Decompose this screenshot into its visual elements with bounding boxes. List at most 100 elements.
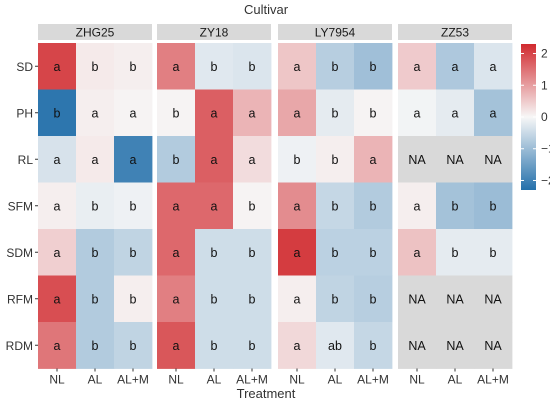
heatmap-cell	[195, 43, 234, 90]
heatmap-cell	[76, 136, 115, 183]
cell-label: NA	[484, 153, 502, 167]
heatmap-cell	[436, 136, 475, 183]
cell-label: a	[173, 339, 180, 353]
cell-label: b	[370, 292, 377, 306]
heatmap-cell	[233, 43, 272, 90]
cell-label: a	[294, 246, 301, 260]
cell-label: b	[130, 292, 137, 306]
heatmap-cell	[474, 43, 513, 90]
x-tick-label: AL	[328, 373, 343, 387]
y-tick-label: SDM	[6, 246, 33, 260]
heatmap-cell	[354, 89, 393, 137]
panel-zy18: ZY18 a b b b a a b a a a a b a b b a b b a b b NL AL AL+M	[157, 24, 272, 387]
heatmap-cell	[114, 136, 153, 183]
cell-label: b	[92, 60, 99, 74]
heatmap-cell	[114, 182, 153, 230]
cell-label: b	[332, 153, 339, 167]
heatmap-cell	[474, 136, 513, 183]
x-tick-label: NL	[409, 373, 425, 387]
colorbar-tick-label: −1	[541, 142, 550, 156]
cell-label: a	[414, 246, 421, 260]
heatmap-cell	[195, 229, 234, 276]
heatmap-cell	[157, 89, 196, 137]
heatmap-cell	[114, 43, 153, 90]
panel-strip-label: ZZ53	[441, 26, 469, 40]
heatmap-cell	[114, 89, 153, 137]
heatmap-cell	[195, 275, 234, 323]
heatmap-cell	[474, 89, 513, 137]
heatmap-cell	[316, 182, 355, 230]
cell-label: b	[173, 153, 180, 167]
x-tick-label: NL	[49, 373, 65, 387]
heatmap-cell	[38, 89, 77, 137]
panel-strip	[398, 24, 512, 40]
cell-label: NA	[408, 153, 426, 167]
heatmap-cell	[195, 182, 234, 230]
x-tick-label: AL	[448, 373, 463, 387]
cell-label: a	[452, 106, 459, 120]
heatmap-cell	[114, 275, 153, 323]
cell-label: a	[54, 246, 61, 260]
heatmap-cell	[38, 43, 77, 90]
cell-label: a	[490, 60, 497, 74]
cell-label: a	[414, 60, 421, 74]
heatmap-cell	[354, 275, 393, 323]
cell-label: b	[92, 246, 99, 260]
colorbar-legend: 2 1 0 −1 −2	[521, 44, 550, 190]
y-tick-label: SD	[16, 60, 33, 74]
cell-label: a	[54, 60, 61, 74]
cell-label: b	[249, 292, 256, 306]
heatmap-cell	[278, 89, 317, 137]
cell-label: b	[332, 292, 339, 306]
heatmap-cell	[316, 229, 355, 276]
heatmap-cell	[38, 322, 77, 369]
colorbar-tick-label: −2	[541, 173, 550, 187]
heatmap-cell	[398, 43, 437, 90]
cell-label: b	[332, 60, 339, 74]
cell-label: NA	[484, 292, 502, 306]
chart-title: Cultivar	[244, 2, 289, 17]
heatmap-cell	[233, 136, 272, 183]
cell-label: a	[54, 153, 61, 167]
heatmap-cell	[278, 136, 317, 183]
cell-label: b	[370, 339, 377, 353]
cell-label: b	[130, 60, 137, 74]
row-labels: SD PH RL SFM SDM RFM RDM	[6, 60, 38, 353]
cell-label: a	[173, 199, 180, 213]
cell-label: a	[92, 106, 99, 120]
cell-label: a	[173, 246, 180, 260]
cell-label: b	[54, 106, 61, 120]
cell-label: b	[249, 246, 256, 260]
colorbar-bar	[521, 44, 536, 190]
cell-label: b	[173, 106, 180, 120]
x-tick-label: AL+M	[117, 373, 149, 387]
panel-strip-label: ZY18	[200, 26, 229, 40]
cell-label: NA	[446, 292, 464, 306]
heatmap-cell	[233, 322, 272, 369]
heatmap-cell	[398, 89, 437, 137]
cell-label: b	[130, 339, 137, 353]
heatmap-cell	[474, 275, 513, 323]
colorbar-tick-label: 0	[541, 110, 548, 124]
cell-label: a	[130, 153, 137, 167]
cell-label: a	[452, 60, 459, 74]
heatmap-cell	[195, 89, 234, 137]
heatmap-cell	[278, 229, 317, 276]
panel-strip	[157, 24, 271, 40]
cell-label: b	[211, 246, 218, 260]
panel-zz53: ZZ53 a a a a a a NA NA NA a b b a b b NA NA NA NA NA NA NL AL AL…	[398, 24, 513, 387]
heatmap-cell	[316, 322, 355, 369]
cell-label: b	[452, 246, 459, 260]
heatmap-cell	[354, 229, 393, 276]
cell-label: a	[294, 106, 301, 120]
panel-strip-label: LY7954	[315, 26, 356, 40]
x-tick-label: AL+M	[236, 373, 268, 387]
cell-label: b	[370, 60, 377, 74]
cell-label: b	[92, 199, 99, 213]
cell-label: b	[249, 339, 256, 353]
heatmap-cell	[233, 182, 272, 230]
cell-label: b	[332, 246, 339, 260]
cell-label: a	[54, 339, 61, 353]
cell-label: a	[249, 106, 256, 120]
